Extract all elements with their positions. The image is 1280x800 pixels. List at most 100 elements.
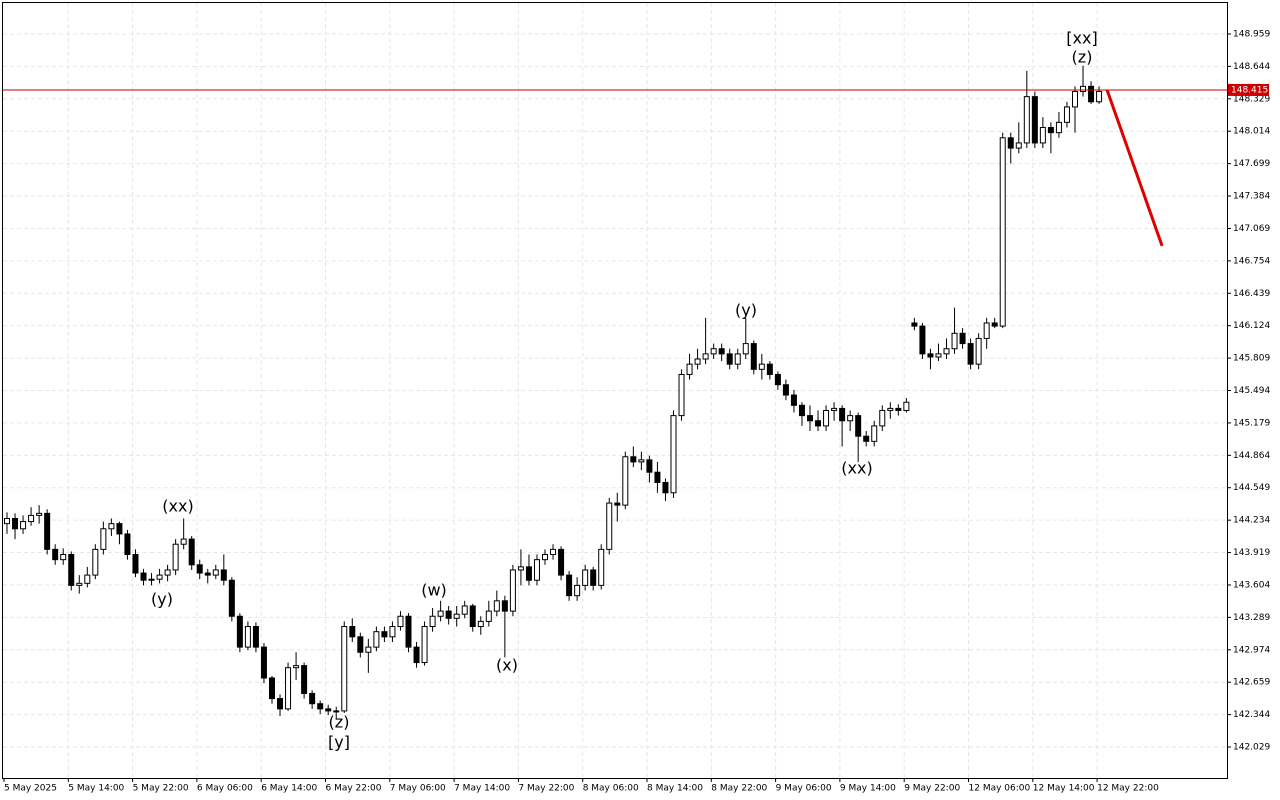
candle-body bbox=[694, 358, 701, 365]
candle-body bbox=[983, 322, 990, 339]
x-tick-label: 6 May 22:00 bbox=[326, 784, 382, 794]
candle-body bbox=[927, 353, 934, 358]
x-tick-label: 5 May 2025 bbox=[4, 784, 57, 794]
candle-body bbox=[204, 572, 211, 576]
y-tick-label: 143.919 bbox=[1233, 548, 1270, 558]
x-tick-label: 9 May 06:00 bbox=[776, 784, 832, 794]
candle-body bbox=[228, 579, 235, 617]
candle-body bbox=[798, 404, 805, 417]
wave-label: (xx) bbox=[162, 497, 193, 516]
candle-body bbox=[244, 626, 251, 648]
candle-body bbox=[108, 523, 115, 530]
candle-body bbox=[1096, 90, 1103, 103]
candle-body bbox=[397, 615, 404, 628]
candle-body bbox=[1055, 121, 1062, 134]
wave-label: (w) bbox=[421, 581, 447, 600]
x-tick-label: 5 May 14:00 bbox=[68, 784, 124, 794]
x-tick-label: 7 May 22:00 bbox=[518, 784, 574, 794]
wave-label: (x) bbox=[496, 656, 518, 675]
candle-body bbox=[558, 548, 565, 576]
candle-body bbox=[1007, 137, 1014, 149]
candle-body bbox=[477, 620, 484, 628]
y-tick-label: 145.494 bbox=[1233, 386, 1270, 396]
candle-body bbox=[598, 548, 605, 586]
candle-body bbox=[493, 600, 500, 612]
candle-body bbox=[196, 564, 203, 574]
y-tick-label: 148.329 bbox=[1233, 94, 1270, 104]
candle-body bbox=[116, 523, 123, 535]
candle-body bbox=[140, 572, 147, 581]
y-tick-label: 148.644 bbox=[1233, 62, 1270, 72]
candle-body bbox=[309, 692, 316, 705]
candle-body bbox=[1015, 142, 1022, 149]
candle-body bbox=[252, 626, 259, 648]
candle-body bbox=[566, 574, 573, 597]
candle-body bbox=[670, 415, 677, 494]
x-tick-label: 8 May 22:00 bbox=[711, 784, 767, 794]
candle-body bbox=[903, 401, 910, 411]
candle-body bbox=[622, 456, 629, 506]
y-tick-label: 146.439 bbox=[1233, 289, 1270, 299]
wave-label: (y) bbox=[151, 590, 173, 609]
candle-body bbox=[381, 631, 388, 638]
candle-body bbox=[437, 610, 444, 617]
candle-body bbox=[124, 533, 131, 556]
candle-body bbox=[1039, 127, 1046, 144]
x-tick-label: 9 May 22:00 bbox=[904, 784, 960, 794]
candle-body bbox=[614, 502, 621, 506]
candle-body bbox=[911, 322, 918, 327]
forecast-line bbox=[1105, 89, 1164, 247]
candle-body bbox=[180, 538, 187, 545]
candle-body bbox=[686, 363, 693, 375]
candle-body bbox=[750, 343, 757, 370]
y-tick-label: 142.344 bbox=[1233, 710, 1270, 720]
candle-body bbox=[758, 363, 765, 370]
y-tick-label: 144.864 bbox=[1233, 451, 1270, 461]
candle-body bbox=[646, 459, 653, 473]
x-tick-label: 7 May 06:00 bbox=[390, 784, 446, 794]
candle-body bbox=[260, 646, 267, 679]
candle-body bbox=[1023, 96, 1030, 144]
candle-body bbox=[509, 569, 516, 612]
candle-body bbox=[76, 582, 83, 586]
candle-body bbox=[317, 703, 324, 710]
x-tick-label: 12 May 22:00 bbox=[1097, 784, 1159, 794]
candle-body bbox=[590, 569, 597, 586]
x-tick-label: 8 May 06:00 bbox=[583, 784, 639, 794]
candle-body bbox=[429, 615, 436, 628]
candle-body bbox=[718, 348, 725, 355]
candle-body bbox=[702, 353, 709, 360]
candle-body bbox=[1088, 85, 1095, 103]
candle-body bbox=[742, 343, 749, 355]
y-tick-label: 142.029 bbox=[1233, 743, 1270, 753]
candle-body bbox=[975, 337, 982, 365]
candle-body bbox=[734, 353, 741, 365]
y-tick-label: 146.124 bbox=[1233, 321, 1270, 331]
candle-body bbox=[365, 646, 372, 653]
candle-body bbox=[1047, 127, 1054, 134]
candle-body bbox=[807, 415, 813, 422]
plot-layer bbox=[3, 3, 1227, 778]
candle-body bbox=[638, 459, 645, 463]
y-tick-label: 146.754 bbox=[1233, 256, 1270, 266]
candle-body bbox=[357, 636, 364, 653]
candle-body bbox=[445, 610, 452, 619]
candle-body bbox=[389, 626, 396, 638]
candle-body bbox=[991, 322, 998, 327]
candle-body bbox=[630, 456, 637, 463]
candle-body bbox=[4, 518, 10, 525]
candle-body bbox=[533, 559, 540, 581]
x-tick-label: 12 May 14:00 bbox=[1033, 784, 1095, 794]
x-tick-label: 7 May 14:00 bbox=[454, 784, 510, 794]
candle-body bbox=[815, 420, 822, 427]
candle-body bbox=[582, 569, 589, 586]
candle-body bbox=[413, 646, 420, 664]
candle-body bbox=[349, 626, 356, 638]
candle-body bbox=[52, 548, 59, 561]
candle-body bbox=[662, 481, 669, 494]
candle-body bbox=[517, 566, 524, 571]
candle-body bbox=[951, 332, 958, 350]
candle-body bbox=[325, 708, 332, 712]
x-tick-label: 8 May 14:00 bbox=[647, 784, 703, 794]
